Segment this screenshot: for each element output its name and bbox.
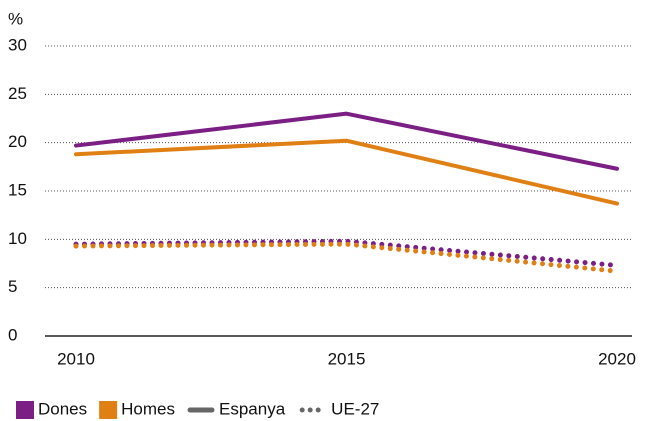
legend-label: Espanya [219,399,286,418]
x-tick-label: 2010 [57,349,95,368]
y-tick-label: 25 [8,84,27,103]
legend-swatch [16,401,34,419]
y-tick-label: 5 [8,277,17,296]
series-line [74,111,619,171]
x-tick-label: 2020 [598,349,636,368]
legend-swatch [99,401,118,419]
y-axis-label: % [8,9,23,28]
y-tick-label: 0 [8,325,17,344]
series-line [73,241,620,274]
y-tick-label: 10 [8,229,27,248]
y-tick-label: 20 [8,132,27,151]
legend-label: Homes [121,399,175,418]
legend-label: Dones [38,399,87,418]
y-tick-label: 30 [8,35,27,54]
series-line [74,138,619,206]
series-line [73,238,620,268]
legend-label: UE-27 [331,399,379,418]
y-tick-label: 15 [8,180,27,199]
x-tick-label: 2015 [328,349,366,368]
